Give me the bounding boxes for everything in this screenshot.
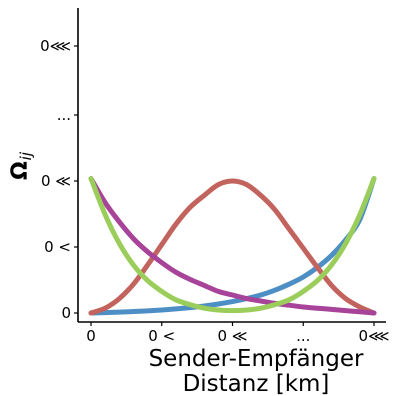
x-tick-label: 0 ≪ (217, 327, 247, 345)
x-tick-label: 0 (86, 327, 96, 345)
x-axis-title-line1: Sender-Empfänger (149, 346, 364, 372)
series-line-4 (88, 176, 377, 314)
series-line-2 (88, 178, 377, 316)
y-tick-label: 0 ≪ (41, 172, 71, 190)
y-tick-label: ... (57, 106, 71, 124)
y-tick-label: 0⋘ (40, 37, 71, 55)
y-tick-label: 0 (61, 304, 71, 322)
x-tick-label: ... (296, 327, 310, 345)
x-ticks: 0 0 < 0 ≪... 0⋘ (86, 322, 389, 345)
x-tick-label: 0⋘ (359, 327, 390, 345)
y-axis-title-sub: ij (17, 151, 35, 160)
y-tick-label: 0 < (44, 238, 71, 256)
y-axis-title: Ωij (8, 151, 35, 180)
y-ticks: 0 0 < 0 ≪... 0⋘ (40, 37, 78, 322)
x-axis-title-line2: Distanz [km] (183, 371, 330, 396)
plot-curves (88, 176, 377, 316)
series-line-3 (88, 176, 377, 316)
x-tick-label: 0 < (148, 327, 175, 345)
y-axis-title-main: Ω (8, 161, 33, 180)
svg-text:Ωij: Ωij (8, 151, 35, 180)
series-line-1 (88, 176, 377, 316)
